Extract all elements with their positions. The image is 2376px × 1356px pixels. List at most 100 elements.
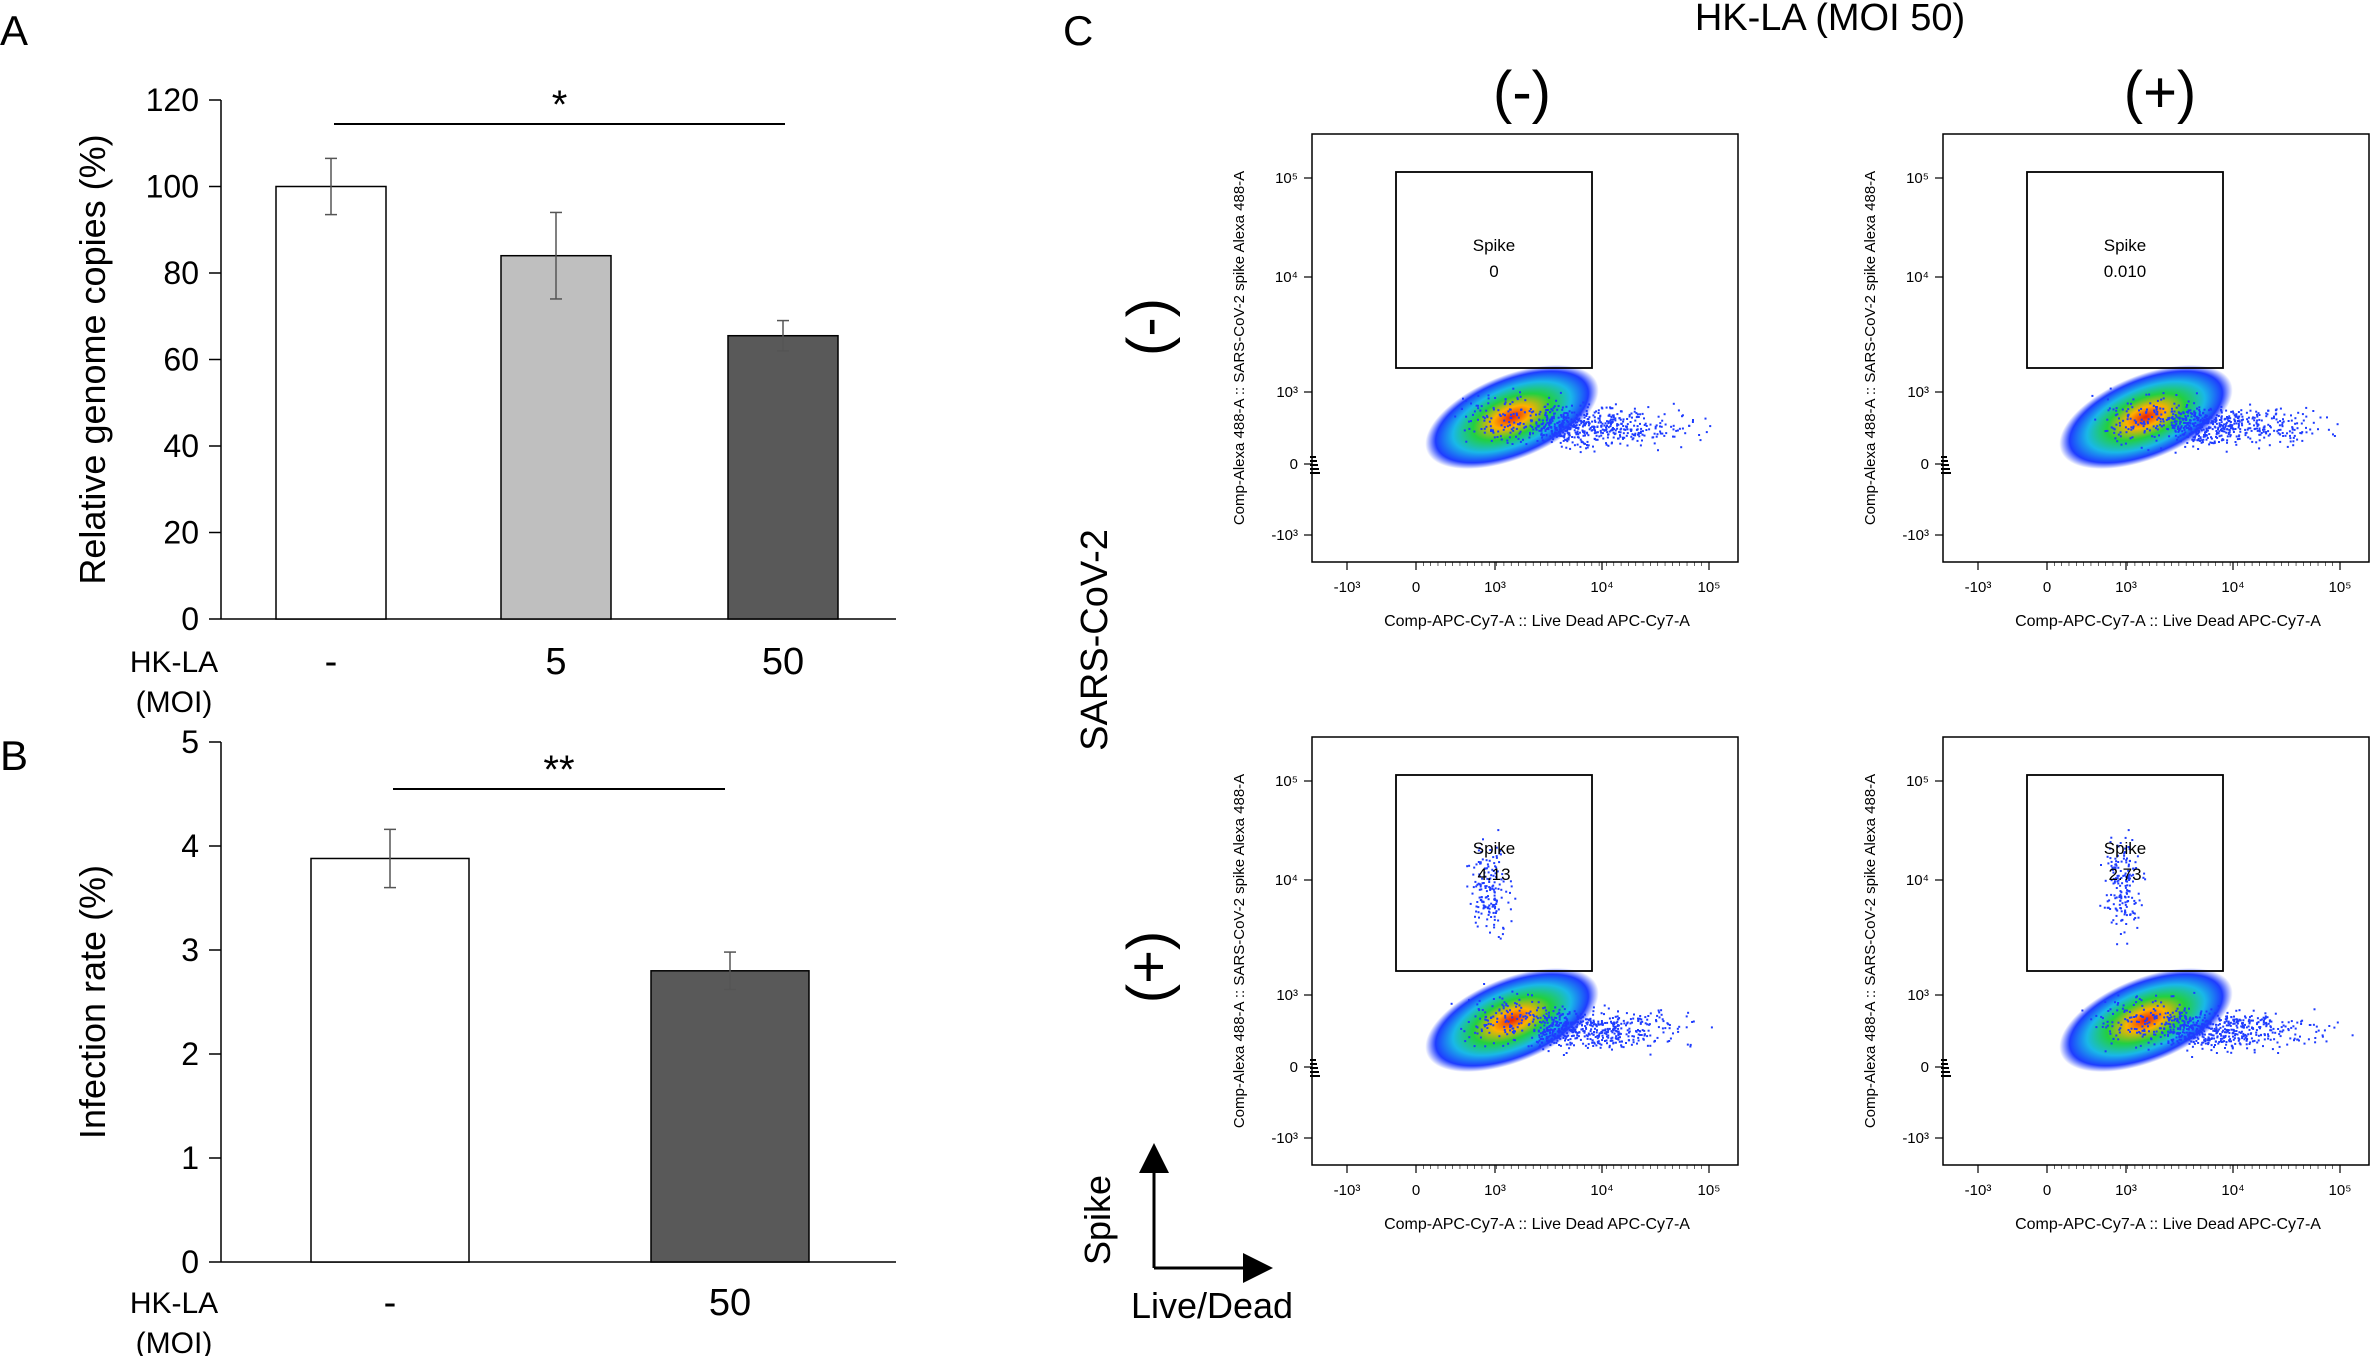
flow-x-tick-label: 0 (1412, 1182, 1420, 1199)
flow-plot: Comp-Alexa 488-A :: SARS-CoV-2 spike Ale… (1231, 736, 1739, 1233)
flow-x-tick-label: 10⁴ (2221, 579, 2244, 596)
flow-x-tick-label: 10⁴ (1590, 579, 1613, 596)
flow-scatter-events (1454, 387, 1712, 454)
panel-b-chart: 0 1 2 3 4 5 Infection rate (%) - 50 HK-LA (MOI) ** (72, 724, 896, 1356)
flow-edge-events (1310, 1071, 1319, 1073)
panel-label-a: A (0, 7, 28, 54)
flow-gate-name: Spike (1473, 236, 1516, 255)
panel-a-category-label: - (325, 641, 338, 683)
panel-a-bar (727, 334, 839, 620)
flow-y-tick-label: 10³ (1276, 384, 1298, 401)
panel-a-y-tick-label: 100 (146, 169, 199, 205)
flow-gate-name: Spike (2104, 839, 2147, 858)
panel-a-y-tick-label: 40 (163, 428, 199, 464)
flow-x-tick-label: 10⁵ (2329, 579, 2352, 596)
panel-a-x-label-line1: HK-LA (130, 646, 218, 679)
flow-x-tick-label: -10³ (1334, 1182, 1361, 1199)
flow-y-tick-label: 10⁴ (1906, 872, 1929, 889)
flow-scatter-events (2081, 829, 2354, 1058)
flow-x-tick-label: -10³ (1965, 1182, 1992, 1199)
panel-label-b: B (0, 732, 28, 779)
row-header-neg: (-) (1116, 298, 1181, 356)
panel-b-y-tick-label: 4 (181, 828, 199, 864)
flow-edge-events (1310, 1059, 1316, 1061)
flow-plot: Comp-Alexa 488-A :: SARS-CoV-2 spike Ale… (1862, 736, 2370, 1233)
flow-x-tick-label: 10³ (1484, 579, 1506, 596)
flow-y-tick-label: 10³ (1276, 987, 1298, 1004)
flow-plot-frame (1311, 736, 1739, 1166)
flow-edge-events (1941, 468, 1950, 470)
flow-y-axis-label: Comp-Alexa 488-A :: SARS-CoV-2 spike Ale… (1862, 171, 1879, 525)
flow-gate-name: Spike (2104, 236, 2147, 255)
flow-gate-value: 2.73 (2108, 865, 2141, 884)
flow-gate-name: Spike (1473, 839, 1516, 858)
flow-edge-events (1941, 472, 1951, 474)
flow-plot-frame (1942, 133, 2370, 563)
panel-b-category-label: 50 (709, 1282, 751, 1324)
flow-y-tick-label: -10³ (1902, 527, 1929, 544)
flow-edge-events (1310, 472, 1320, 474)
panel-c-title: HK-LA (MOI 50) (1695, 0, 1965, 39)
flow-scatter-events (2091, 387, 2339, 454)
row-header-pos: (+) (1116, 931, 1181, 1004)
flow-y-tick-label: 10⁴ (1906, 269, 1929, 286)
flow-edge-events (1941, 464, 1949, 466)
flow-edge-events (1310, 1067, 1318, 1069)
flow-edge-events (1941, 1059, 1947, 1061)
flow-x-axis-label: Comp-APC-Cy7-A :: Live Dead APC-Cy7-A (2015, 613, 2321, 630)
axis-key-x-label: Live/Dead (1131, 1285, 1293, 1326)
flow-y-tick-label: 10⁵ (1275, 170, 1298, 187)
flow-y-tick-label: -10³ (1902, 1130, 1929, 1147)
panel-b-y-tick-label: 0 (181, 1244, 199, 1280)
panel-a-bar (500, 254, 612, 620)
flow-x-tick-label: 10⁵ (1698, 1182, 1721, 1199)
flow-y-tick-label: 0 (1290, 1059, 1298, 1076)
panel-b-x-label-line1: HK-LA (130, 1287, 218, 1320)
flow-y-tick-label: 10⁵ (1275, 773, 1298, 790)
panel-a-y-tick-label: 80 (163, 255, 199, 291)
flow-edge-events (1310, 464, 1318, 466)
panel-b-y-axis-label: Infection rate (%) (72, 865, 113, 1139)
panel-a-y-tick-label: 120 (146, 82, 199, 118)
flow-y-tick-label: -10³ (1271, 527, 1298, 544)
flow-y-tick-label: 10⁵ (1906, 773, 1929, 790)
flow-gate (2026, 774, 2224, 972)
panel-a-y-axis-label: Relative genome copies (%) (72, 134, 113, 584)
flow-x-tick-label: 10³ (2115, 1182, 2137, 1199)
flow-plots: Comp-Alexa 488-A :: SARS-CoV-2 spike Ale… (1231, 133, 2370, 1233)
flow-x-tick-label: 0 (2043, 579, 2051, 596)
flow-x-tick-label: 10⁵ (2329, 1182, 2352, 1199)
flow-edge-events (1310, 468, 1319, 470)
flow-edge-events (1941, 1075, 1951, 1077)
flow-y-tick-label: -10³ (1271, 1130, 1298, 1147)
panel-b-y-tick-label: 1 (181, 1140, 199, 1176)
flow-gate (1395, 774, 1593, 972)
flow-x-axis-label: Comp-APC-Cy7-A :: Live Dead APC-Cy7-A (1384, 1216, 1690, 1233)
flow-edge-events (1310, 1075, 1320, 1077)
panel-b-bar (310, 857, 470, 1263)
column-header-neg: (-) (1493, 60, 1551, 125)
flow-y-tick-label: 0 (1921, 456, 1929, 473)
panel-a-category-label: 5 (545, 641, 566, 683)
flow-edge-events (1310, 456, 1316, 458)
flow-x-axis-label: Comp-APC-Cy7-A :: Live Dead APC-Cy7-A (2015, 1216, 2321, 1233)
flow-edge-events (1941, 1063, 1948, 1065)
panel-a-significance-marker: * (552, 83, 568, 127)
panel-a-y-tick-label: 20 (163, 515, 199, 551)
flow-x-tick-label: 10⁴ (2221, 1182, 2244, 1199)
flow-y-axis-label: Comp-Alexa 488-A :: SARS-CoV-2 spike Ale… (1231, 171, 1248, 525)
flow-x-tick-label: 10³ (1484, 1182, 1506, 1199)
flow-edge-events (1941, 456, 1947, 458)
flow-cell-cluster (2059, 364, 2233, 470)
column-header-pos: (+) (2124, 60, 2197, 125)
flow-x-tick-label: -10³ (1334, 579, 1361, 596)
flow-edge-events (1941, 1067, 1949, 1069)
panel-a-chart: 0 20 40 60 80 100 120 Relative genome copies (%… (72, 82, 896, 719)
flow-y-axis-label: Comp-Alexa 488-A :: SARS-CoV-2 spike Ale… (1862, 774, 1879, 1128)
flow-edge-events (1941, 460, 1948, 462)
flow-cell-cluster (1425, 364, 1599, 470)
flow-gate (2026, 171, 2224, 369)
flow-plot: Comp-Alexa 488-A :: SARS-CoV-2 spike Ale… (1231, 133, 1739, 630)
flow-y-tick-label: 10⁵ (1906, 170, 1929, 187)
